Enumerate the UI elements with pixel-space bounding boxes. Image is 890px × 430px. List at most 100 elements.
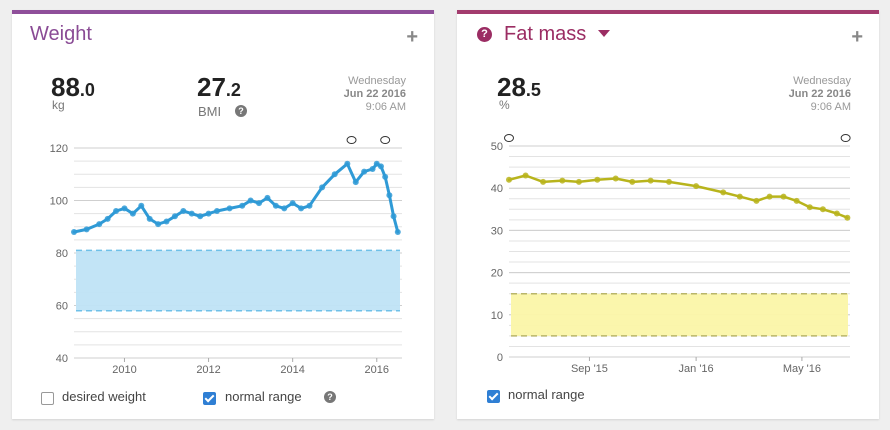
fat-mass-chart[interactable]: 0 10 20 30 40 50 Sep '15 Jan '16 May '16: [457, 10, 879, 390]
weight-unit: kg: [52, 98, 65, 112]
y-tick-label: 120: [50, 143, 68, 155]
weight-card: Weight + 88.0 kg 27.2 BMI ? Wednesday Ju…: [12, 10, 434, 419]
x-tick-label: 2014: [280, 364, 304, 376]
x-tick-label: 2010: [112, 364, 136, 376]
data-point: [71, 229, 77, 235]
data-point: [256, 200, 263, 207]
y-tick-label: 30: [491, 225, 503, 237]
fat-mass-card: ? Fat mass + 28.5 % Wednesday Jun 22 201…: [457, 10, 879, 419]
data-point: [121, 205, 128, 212]
data-point: [559, 177, 566, 184]
x-tick-label: May '16: [783, 363, 821, 375]
data-point: [247, 197, 254, 204]
x-tick-label: 2012: [196, 364, 220, 376]
weight-chart[interactable]: 40 60 80 100 120 2010 2012 2014 2016: [12, 10, 434, 390]
data-point: [205, 210, 212, 217]
data-point: [344, 160, 351, 167]
question-circle-icon[interactable]: ?: [235, 105, 247, 117]
data-point: [138, 202, 145, 209]
comment-marker-icon: [504, 134, 514, 142]
y-tick-label: 0: [497, 352, 503, 364]
comment-marker-icon: [840, 134, 851, 142]
desired-weight-checkbox[interactable]: [41, 392, 54, 405]
x-tick-label: Sep '15: [571, 363, 608, 375]
data-point: [264, 194, 271, 201]
data-point: [612, 175, 619, 182]
fat-mass-title[interactable]: Fat mass: [504, 23, 587, 45]
y-tick-label: 50: [491, 141, 503, 153]
data-point: [382, 173, 389, 180]
data-point: [394, 229, 401, 235]
data-point: [113, 208, 120, 214]
normal-range-checkbox[interactable]: [487, 390, 500, 403]
data-point: [289, 200, 296, 207]
data-point: [666, 178, 673, 185]
data-point: [197, 213, 204, 220]
bmi-value: 27.2: [197, 72, 241, 102]
data-point: [104, 215, 111, 222]
data-point: [331, 171, 338, 178]
data-point: [522, 172, 529, 179]
data-point: [766, 193, 773, 200]
fat-mass-value: 28.5: [497, 72, 541, 102]
data-point: [753, 197, 760, 204]
y-tick-label: 60: [56, 301, 68, 313]
data-point: [369, 166, 376, 172]
weight-value: 88.0: [51, 72, 95, 102]
data-point: [319, 184, 326, 191]
data-point: [188, 210, 195, 217]
question-circle-icon[interactable]: ?: [477, 27, 492, 42]
data-point: [833, 210, 840, 217]
card-accent-bar: [12, 10, 434, 14]
fat-mass-unit: %: [499, 98, 510, 112]
data-point: [96, 221, 103, 228]
data-point: [306, 202, 313, 209]
y-tick-label: 100: [50, 196, 68, 208]
card-accent-bar: [457, 10, 879, 14]
question-circle-icon[interactable]: ?: [324, 391, 336, 403]
data-point: [844, 214, 851, 221]
data-point: [720, 189, 727, 196]
data-point: [780, 193, 787, 200]
weight-date: Wednesday Jun 22 2016 9:06 AM: [343, 75, 406, 113]
data-point: [540, 178, 547, 185]
y-tick-label: 40: [56, 353, 68, 365]
data-point: [281, 205, 288, 212]
comment-marker-icon: [346, 136, 357, 144]
data-point: [155, 221, 162, 228]
data-point: [736, 193, 743, 200]
data-point: [129, 210, 136, 217]
caret-down-icon[interactable]: [598, 30, 610, 37]
normal-range-band: [76, 250, 400, 311]
normal-range-checkbox[interactable]: [203, 392, 216, 405]
data-point: [352, 179, 359, 186]
data-point: [180, 208, 187, 214]
data-point: [171, 213, 178, 220]
plus-icon[interactable]: +: [406, 26, 418, 48]
data-point: [298, 205, 305, 212]
data-point: [647, 177, 654, 184]
comment-marker-icon: [380, 136, 391, 144]
normal-range-band: [511, 293, 848, 336]
y-tick-label: 80: [56, 248, 68, 260]
weight-title: Weight: [30, 23, 92, 45]
bmi-label: BMI: [198, 104, 222, 119]
data-point: [226, 205, 233, 212]
data-point: [213, 208, 220, 214]
data-point: [361, 168, 368, 175]
normal-range-label: normal range: [508, 387, 585, 402]
data-point: [819, 206, 826, 213]
desired-weight-label: desired weight: [62, 389, 146, 404]
data-point: [390, 213, 397, 220]
data-point: [386, 192, 393, 199]
data-point: [594, 176, 601, 183]
data-point: [163, 218, 170, 225]
x-tick-label: 2016: [365, 364, 389, 376]
data-point: [693, 183, 700, 190]
fat-mass-date: Wednesday Jun 22 2016 9:06 AM: [788, 75, 851, 113]
data-point: [806, 204, 813, 211]
plus-icon[interactable]: +: [851, 26, 863, 48]
data-point: [377, 163, 384, 170]
data-point: [272, 202, 279, 209]
data-point: [239, 202, 246, 209]
